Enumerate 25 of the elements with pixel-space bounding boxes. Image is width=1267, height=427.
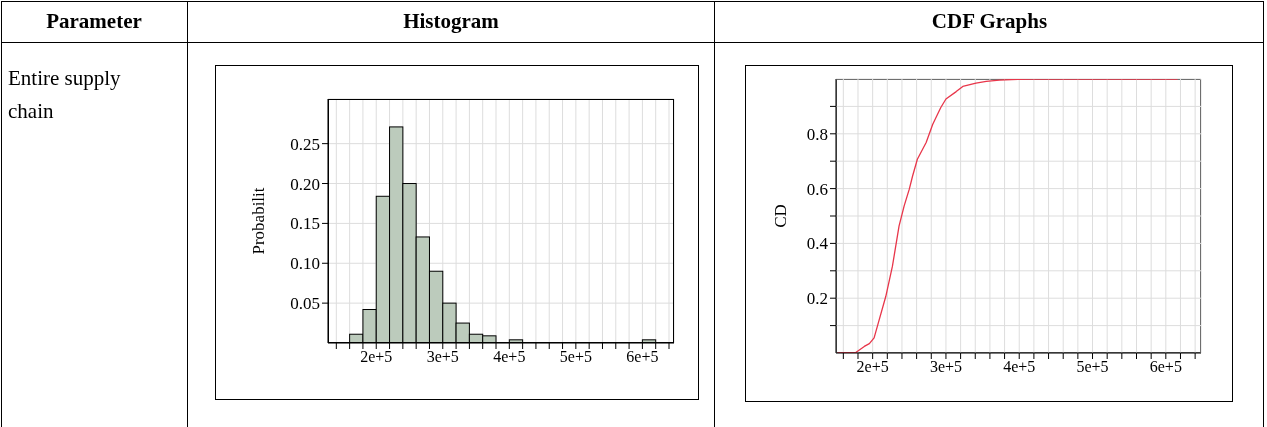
y-tick-label: 0.05: [290, 294, 320, 314]
chart-title: CDF Graphs: [930, 7, 1049, 35]
y-tick-label: 0.4: [806, 234, 829, 254]
x-tick-label: 2e+5: [360, 348, 393, 366]
y-tick-label: 0.10: [290, 254, 320, 274]
x-tick-label: 6e+5: [1149, 358, 1182, 376]
y-tick-label: 0.25: [290, 134, 320, 154]
x-tick-label: 2e+5: [856, 358, 889, 376]
y-axis-title: CD: [771, 204, 791, 228]
y-tick-label: 0.15: [290, 214, 320, 234]
x-tick-label: 5e+5: [559, 348, 592, 366]
text: Parameter: [45, 7, 143, 35]
x-tick-label: 5e+5: [1076, 358, 1109, 376]
y-tick-label: 0.6: [806, 179, 828, 199]
y-axis-title: Probabilit: [249, 187, 269, 255]
chart-title: Histogram: [402, 7, 500, 35]
y-tick-label: 0.2: [806, 289, 828, 309]
x-tick-label: 6e+5: [626, 348, 659, 366]
y-tick-label: 0.8: [806, 124, 828, 144]
x-tick-label: 3e+5: [929, 358, 962, 376]
y-tick-label: 0.20: [290, 174, 320, 194]
text: Entire supply chain: [8, 65, 122, 125]
x-tick-label: 3e+5: [426, 348, 459, 366]
x-tick-label: 4e+5: [493, 348, 526, 366]
x-tick-label: 4e+5: [1003, 358, 1036, 376]
